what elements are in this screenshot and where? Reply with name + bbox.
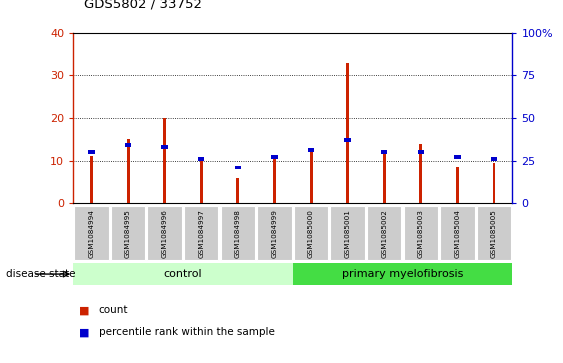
Bar <box>491 157 497 161</box>
FancyBboxPatch shape <box>294 206 328 260</box>
FancyBboxPatch shape <box>221 206 255 260</box>
Bar <box>456 167 459 203</box>
FancyBboxPatch shape <box>111 206 145 260</box>
FancyBboxPatch shape <box>148 206 182 260</box>
Bar <box>236 178 239 203</box>
Bar <box>127 139 129 203</box>
FancyBboxPatch shape <box>293 263 512 285</box>
FancyBboxPatch shape <box>184 206 218 260</box>
Text: GSM1085001: GSM1085001 <box>345 209 351 258</box>
FancyBboxPatch shape <box>440 206 475 260</box>
Bar <box>419 144 422 203</box>
FancyBboxPatch shape <box>74 206 109 260</box>
Bar <box>125 143 131 147</box>
Text: GSM1085005: GSM1085005 <box>491 209 497 258</box>
Bar <box>493 163 495 203</box>
Bar <box>163 118 166 203</box>
Text: ■: ■ <box>79 327 90 337</box>
FancyBboxPatch shape <box>404 206 438 260</box>
Text: ■: ■ <box>79 305 90 315</box>
Bar <box>235 166 241 170</box>
Text: GSM1084997: GSM1084997 <box>198 209 204 258</box>
FancyBboxPatch shape <box>257 206 292 260</box>
Text: GSM1085000: GSM1085000 <box>308 209 314 258</box>
FancyBboxPatch shape <box>330 206 365 260</box>
Bar <box>88 150 95 154</box>
Bar <box>273 159 276 203</box>
Bar <box>271 155 278 159</box>
Bar <box>345 138 351 142</box>
Text: GSM1084995: GSM1084995 <box>125 209 131 258</box>
Text: GDS5802 / 33752: GDS5802 / 33752 <box>84 0 203 11</box>
Text: GSM1085004: GSM1085004 <box>454 209 461 258</box>
Bar <box>198 157 204 161</box>
Text: GSM1085002: GSM1085002 <box>381 209 387 258</box>
Bar <box>162 145 168 149</box>
Bar <box>346 62 349 203</box>
Bar <box>381 150 387 154</box>
Text: GSM1084998: GSM1084998 <box>235 209 241 258</box>
Bar <box>418 150 424 154</box>
FancyBboxPatch shape <box>477 206 511 260</box>
Bar <box>454 155 461 159</box>
Bar <box>310 148 312 203</box>
Text: control: control <box>164 269 202 279</box>
Text: GSM1084996: GSM1084996 <box>162 209 168 258</box>
Text: primary myelofibrosis: primary myelofibrosis <box>342 269 463 279</box>
Bar <box>90 156 93 203</box>
Text: GSM1084999: GSM1084999 <box>271 209 278 258</box>
Bar <box>308 148 314 152</box>
Text: disease state: disease state <box>6 269 75 279</box>
Text: count: count <box>99 305 128 315</box>
Bar <box>200 159 203 203</box>
Text: GSM1085003: GSM1085003 <box>418 209 424 258</box>
Bar <box>383 152 386 203</box>
Text: GSM1084994: GSM1084994 <box>88 209 95 258</box>
FancyBboxPatch shape <box>73 263 293 285</box>
FancyBboxPatch shape <box>367 206 401 260</box>
Text: percentile rank within the sample: percentile rank within the sample <box>99 327 274 337</box>
